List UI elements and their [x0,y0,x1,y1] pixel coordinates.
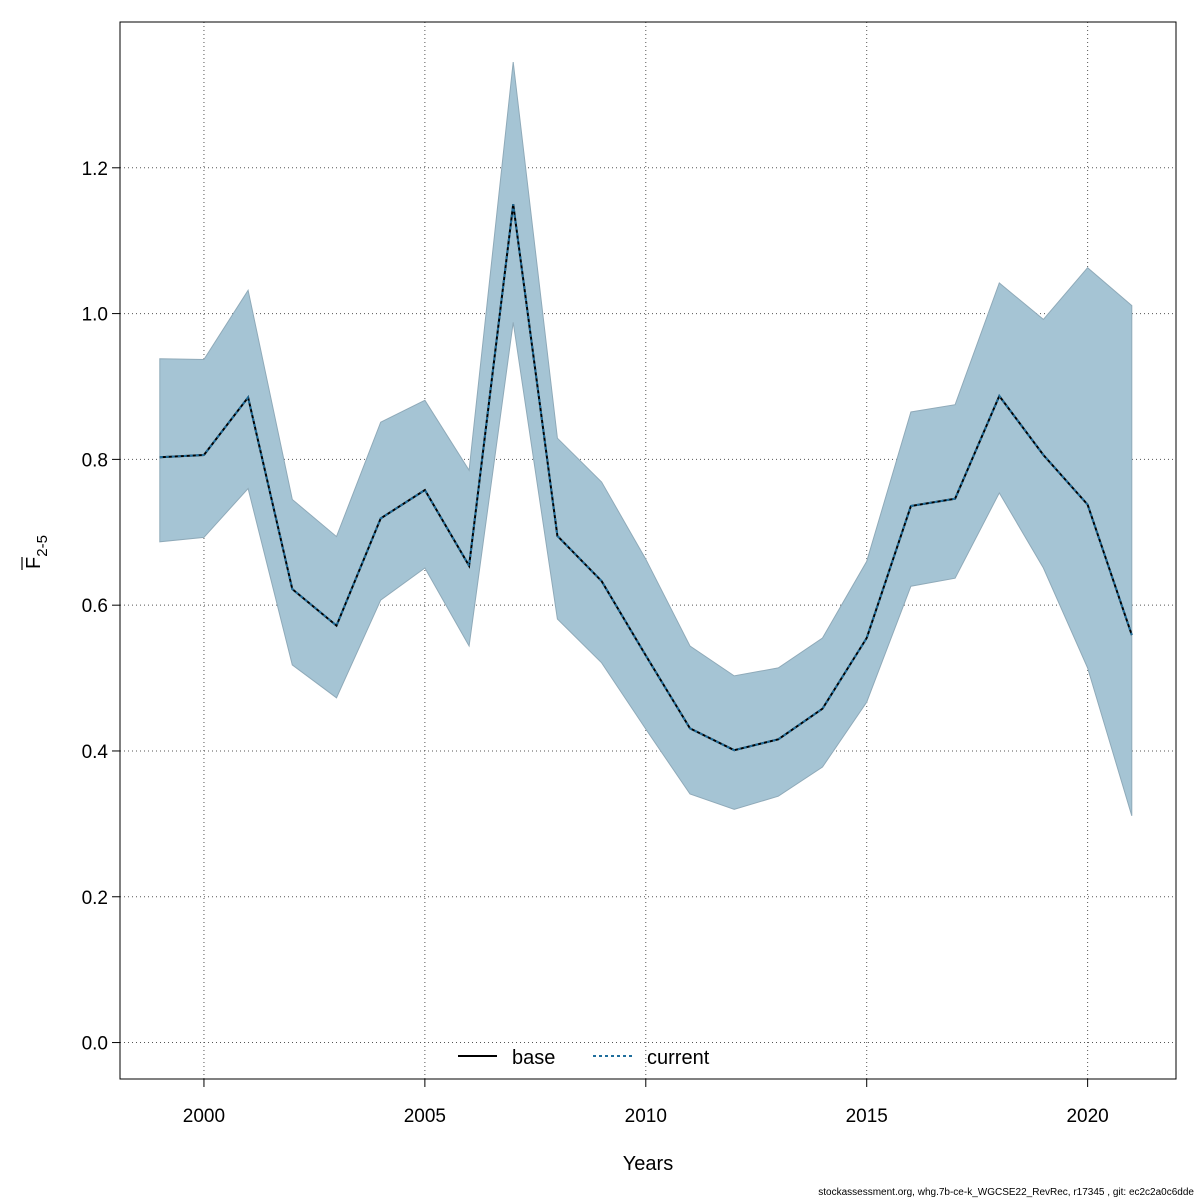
confidence-band [159,62,1133,816]
axes: 2000 2005 2010 2015 2020 0.0 0.2 0.4 0.6 0.8 1.0 1.… [82,159,1109,1127]
x-tick-label-2015: 2015 [846,1106,888,1127]
plot-frame [119,21,1177,1080]
y-tick-label-1.0: 1.0 [82,305,108,326]
x-tick-label-2010: 2010 [625,1106,667,1127]
footer-note: stockassessment.org, whg.7b-ce-k_WGCSE22… [818,1187,1194,1198]
svg-text:F2-5: F2-5 [23,535,51,569]
x-tick-label-2000: 2000 [183,1106,225,1127]
y-tick-label-0.4: 0.4 [82,742,109,763]
y-tick-label-1.2: 1.2 [82,159,108,180]
x-tick-label-2020: 2020 [1066,1106,1108,1127]
y-tick-label-0.0: 0.0 [82,1034,108,1055]
x-axis-title: Years [623,1153,673,1175]
series-line-base [159,204,1133,752]
y-axis-title-subscript: 2-5 [34,535,51,557]
legend-label-base: base [512,1047,555,1069]
legend-label-current: current [647,1047,710,1069]
y-tick-label-0.8: 0.8 [82,450,108,471]
y-tick-label-0.2: 0.2 [82,888,108,909]
legend: base current [458,1047,710,1069]
y-axis-title: F2-5 [21,535,51,570]
y-axis-title-main: F [23,557,45,569]
x-tick-label-2005: 2005 [404,1106,446,1127]
y-tick-label-0.6: 0.6 [82,596,108,617]
